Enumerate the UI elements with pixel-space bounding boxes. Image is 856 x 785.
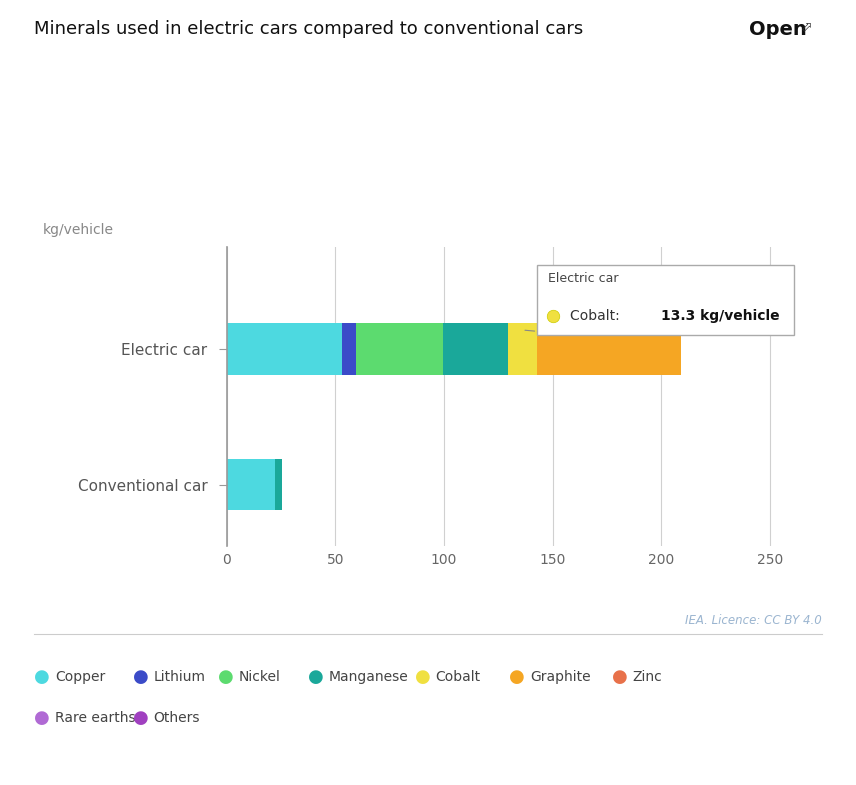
- Bar: [227, 458, 276, 510]
- Text: IEA. Licence: CC BY 4.0: IEA. Licence: CC BY 4.0: [685, 614, 822, 627]
- Text: ●: ●: [218, 668, 234, 685]
- FancyBboxPatch shape: [538, 265, 794, 335]
- Text: Manganese: Manganese: [329, 670, 408, 684]
- Text: Others: Others: [153, 711, 199, 725]
- Text: Nickel: Nickel: [239, 670, 281, 684]
- Text: ●: ●: [133, 668, 148, 685]
- Bar: [538, 323, 681, 374]
- Text: Zinc: Zinc: [633, 670, 663, 684]
- Text: Graphite: Graphite: [530, 670, 591, 684]
- Bar: [356, 323, 443, 374]
- Bar: [276, 458, 282, 510]
- Text: Electric car: Electric car: [548, 272, 619, 285]
- Bar: [443, 323, 508, 374]
- Text: Minerals used in electric cars compared to conventional cars: Minerals used in electric cars compared …: [34, 20, 584, 38]
- Text: Copper: Copper: [55, 670, 105, 684]
- Bar: [227, 323, 342, 374]
- Bar: [508, 323, 538, 374]
- Text: ●: ●: [612, 668, 627, 685]
- Text: Open: Open: [749, 20, 806, 38]
- Text: ●: ●: [415, 668, 431, 685]
- Text: Rare earths: Rare earths: [55, 711, 135, 725]
- Text: ⬀: ⬀: [800, 20, 812, 34]
- Text: ●: ●: [133, 710, 148, 727]
- Text: ●: ●: [509, 668, 525, 685]
- Text: Lithium: Lithium: [153, 670, 205, 684]
- Text: Cobalt:: Cobalt:: [570, 309, 624, 323]
- Text: 13.3 kg/vehicle: 13.3 kg/vehicle: [661, 309, 780, 323]
- Text: ●: ●: [34, 710, 50, 727]
- Bar: [342, 323, 356, 374]
- Text: ●: ●: [34, 668, 50, 685]
- Text: kg/vehicle: kg/vehicle: [43, 223, 114, 237]
- Text: ●: ●: [308, 668, 324, 685]
- Text: Cobalt: Cobalt: [436, 670, 481, 684]
